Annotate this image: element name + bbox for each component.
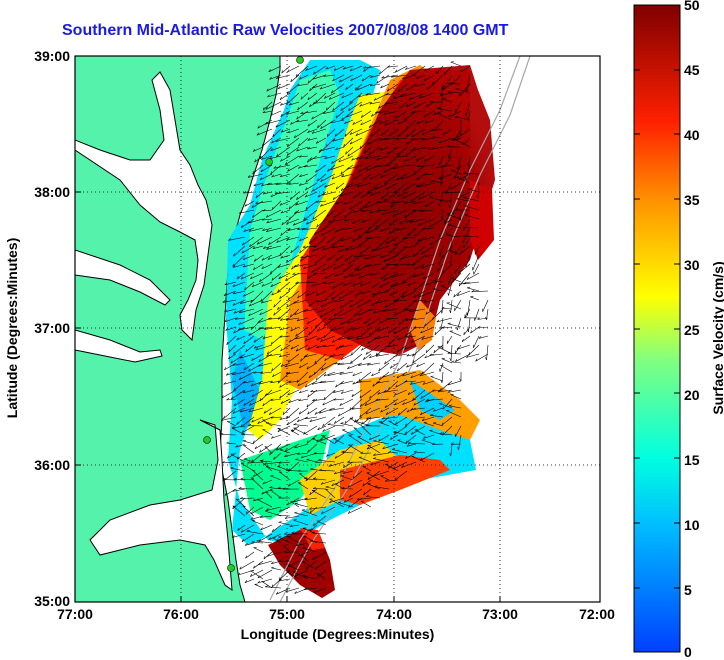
velocity-arrow-head — [457, 327, 458, 330]
velocity-arrow-head — [431, 376, 434, 377]
velocity-arrow — [294, 425, 308, 426]
velocity-arrow — [299, 408, 308, 414]
velocity-arrow — [451, 300, 452, 313]
velocity-arrow-head — [243, 440, 246, 441]
velocity-arrow-head — [450, 310, 451, 313]
velocity-arrow — [253, 561, 263, 568]
velocity-arrow — [473, 255, 479, 270]
velocity-arrow — [291, 430, 299, 435]
velocity-arrow-head — [467, 287, 470, 288]
velocity-arrow — [462, 336, 470, 342]
velocity-arrow — [468, 300, 470, 315]
radar-station-marker — [228, 565, 235, 572]
velocity-arrow — [442, 308, 452, 309]
velocity-arrow — [483, 300, 488, 312]
velocity-arrow — [455, 300, 462, 311]
velocity-arrow — [287, 417, 299, 425]
velocity-arrow — [271, 568, 281, 570]
velocity-arrow-head — [279, 522, 282, 523]
velocity-arrow — [347, 363, 362, 369]
velocity-arrow — [467, 288, 479, 291]
velocity-arrow-head — [341, 423, 344, 424]
velocity-arrow — [294, 428, 309, 435]
velocity-arrow-head — [271, 567, 274, 568]
velocity-arrow — [240, 561, 254, 569]
velocity-arrow — [441, 365, 453, 372]
radar-station-marker — [204, 437, 211, 444]
velocity-arrow-head — [294, 423, 297, 424]
velocity-arrow — [265, 587, 281, 588]
velocity-arrow-head — [448, 293, 449, 296]
velocity-arrow — [470, 297, 479, 300]
velocity-arrow — [278, 426, 290, 432]
velocity-arrow — [472, 291, 488, 292]
velocity-arrow-head — [440, 369, 441, 372]
velocity-arrow — [469, 318, 471, 332]
velocity-arrow — [465, 309, 470, 317]
velocity-arrow — [278, 428, 290, 435]
velocity-arrow — [379, 66, 389, 74]
velocity-arrow-head — [448, 323, 451, 324]
velocity-arrow — [379, 363, 389, 371]
velocity-arrow — [304, 426, 318, 434]
velocity-arrow — [246, 552, 255, 558]
velocity-arrow — [363, 354, 371, 360]
velocity-arrow — [338, 408, 353, 416]
velocity-arrow — [255, 584, 263, 588]
velocity-arrow-head — [355, 421, 358, 422]
velocity-arrow — [261, 525, 272, 530]
velocity-arrow — [324, 390, 335, 400]
velocity-arrow — [451, 345, 452, 361]
velocity-arrow-head — [227, 442, 230, 443]
velocity-arrow — [328, 425, 344, 426]
velocity-arrow — [315, 408, 326, 415]
velocity-arrow-head — [295, 503, 298, 504]
radar-station-marker — [266, 159, 273, 166]
velocity-arrow — [376, 354, 389, 356]
velocity-arrow — [397, 363, 407, 371]
velocity-arrow — [450, 331, 461, 336]
velocity-arrow — [448, 353, 461, 354]
radar-station-marker — [297, 57, 304, 64]
velocity-arrow — [323, 399, 335, 405]
velocity-arrow — [340, 399, 353, 406]
velocity-arrow — [464, 327, 470, 335]
velocity-arrow — [452, 362, 461, 363]
velocity-arrow — [295, 504, 308, 507]
velocity-arrow — [243, 445, 254, 453]
velocity-arrow — [336, 381, 345, 387]
velocity-arrow — [251, 571, 264, 579]
velocity-arrow — [254, 548, 263, 552]
velocity-arrow — [377, 75, 390, 84]
velocity-arrow — [447, 336, 452, 344]
velocity-arrow — [440, 363, 443, 372]
velocity-arrow-head — [452, 361, 455, 362]
velocity-arrow — [451, 62, 461, 66]
velocity-arrow — [350, 354, 362, 364]
velocity-arrow — [454, 291, 461, 297]
velocity-arrow-head — [294, 512, 297, 513]
velocity-arrow — [455, 354, 470, 362]
velocity-arrow — [243, 441, 254, 444]
colorbar — [634, 5, 680, 652]
velocity-arrow — [457, 291, 470, 296]
velocity-arrow — [438, 347, 452, 354]
velocity-arrow — [487, 345, 489, 360]
velocity-arrow — [476, 354, 488, 361]
velocity-arrow — [426, 345, 434, 353]
velocity-arrow — [442, 300, 443, 313]
velocity-arrow — [435, 327, 443, 335]
